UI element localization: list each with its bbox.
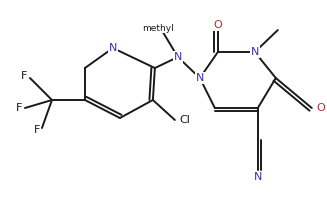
- Text: N: N: [174, 52, 182, 62]
- Text: N: N: [254, 172, 262, 182]
- Text: F: F: [21, 71, 27, 81]
- Text: N: N: [196, 73, 204, 83]
- Text: F: F: [34, 125, 40, 135]
- Text: O: O: [214, 20, 222, 30]
- Text: N: N: [109, 43, 117, 53]
- Text: methyl: methyl: [142, 24, 174, 33]
- Text: Cl: Cl: [180, 115, 191, 125]
- Text: O: O: [317, 103, 325, 113]
- Text: F: F: [16, 103, 22, 113]
- Text: N: N: [250, 47, 259, 57]
